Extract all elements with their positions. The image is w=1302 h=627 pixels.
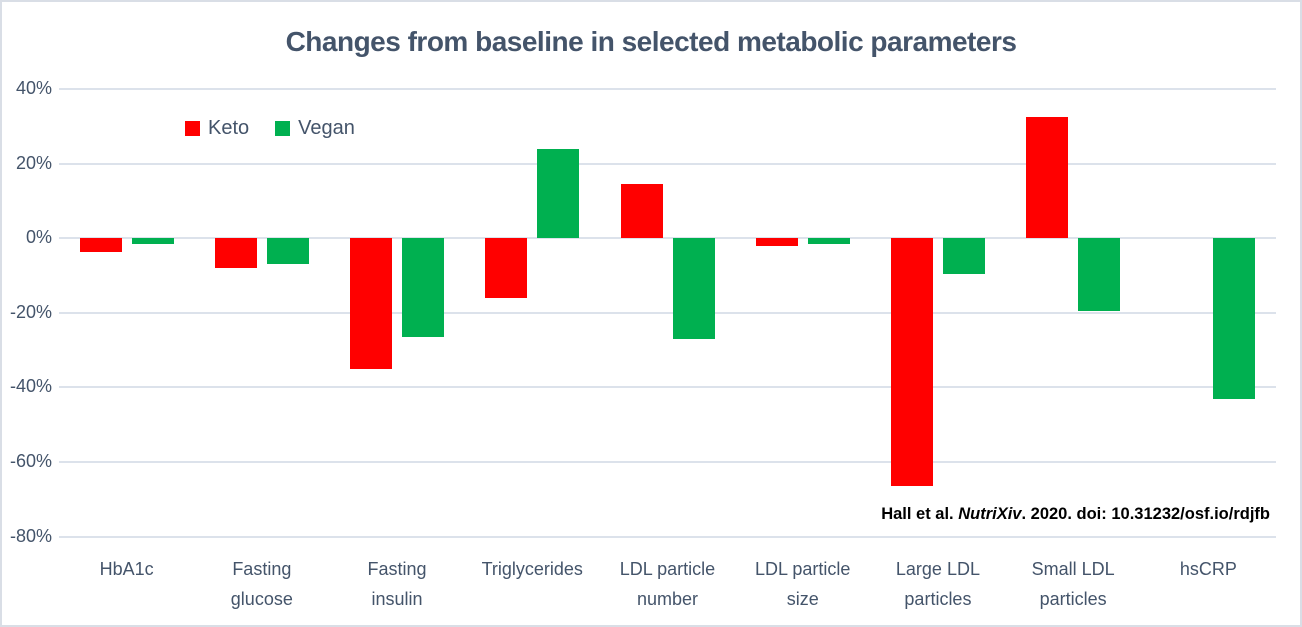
- citation-authors: Hall et al.: [881, 505, 959, 523]
- gridline--20%: [59, 311, 1276, 314]
- legend-item-vegan: Vegan: [275, 117, 355, 140]
- x-axis-category-label: Fasting glucose: [230, 559, 293, 609]
- bar-keto-0: [79, 238, 122, 253]
- bar-vegan-0: [131, 238, 174, 245]
- gridline-40%: [59, 88, 1276, 90]
- legend-label: Keto: [208, 117, 250, 139]
- bar-keto-6: [890, 238, 933, 487]
- bar-keto-4: [620, 184, 663, 239]
- gridline--80%: [59, 535, 1276, 538]
- legend: Keto Vegan: [185, 117, 355, 140]
- bar-keto-5: [755, 238, 798, 246]
- x-axis-category-label: Triglycerides: [481, 559, 583, 579]
- gridline-0%: [59, 237, 1276, 240]
- x-axis-category-label: LDL particle number: [619, 559, 716, 609]
- bar-vegan-8: [1213, 238, 1256, 399]
- bar-keto-3: [485, 238, 528, 298]
- gridline--40%: [59, 386, 1276, 389]
- x-axis-category-label: Large LDL particles: [895, 559, 980, 609]
- chart-title: Changes from baseline in selected metabo…: [285, 26, 1017, 57]
- legend-swatch-keto-icon: [185, 121, 200, 136]
- x-axis-category-label: Small LDL particles: [1031, 559, 1115, 609]
- x-axis-category-label: LDL particle size: [755, 559, 851, 609]
- citation-rest: . 2020. doi: 10.31232/osf.io/rdjfb: [1021, 505, 1270, 523]
- y-axis-tick-label: -20%: [9, 301, 52, 322]
- x-axis-category-label: HbA1c: [99, 559, 154, 579]
- citation-journal: NutriXiv: [958, 505, 1022, 523]
- y-axis-tick-label: 40%: [15, 78, 52, 98]
- x-axis-category-label: hsCRP: [1179, 559, 1237, 579]
- gridline-20%: [59, 162, 1276, 165]
- y-axis-tick-label: 0%: [25, 227, 52, 248]
- bar-vegan-3: [537, 148, 580, 239]
- y-axis-tick-label: -40%: [9, 376, 52, 397]
- bar-vegan-7: [1078, 238, 1121, 311]
- bar-vegan-4: [672, 238, 715, 339]
- gridline--60%: [59, 460, 1276, 463]
- legend-swatch-vegan-icon: [275, 121, 291, 136]
- bar-keto-7: [1026, 116, 1069, 239]
- y-axis-tick-label: 20%: [15, 152, 52, 173]
- bar-vegan-5: [807, 238, 850, 244]
- y-axis-tick-label: -60%: [9, 450, 52, 471]
- bar-vegan-2: [402, 238, 445, 337]
- y-axis-tick-label: -80%: [9, 525, 52, 546]
- x-axis-category-label: Fasting insulin: [367, 559, 427, 609]
- bar-keto-2: [350, 238, 393, 369]
- legend-label: Vegan: [298, 117, 355, 139]
- citation: Hall et al. NutriXiv. 2020. doi: 10.3123…: [881, 505, 1270, 524]
- bar-vegan-6: [942, 238, 985, 274]
- bar-vegan-1: [266, 238, 309, 265]
- bar-keto-1: [214, 238, 257, 268]
- legend-item-keto: Keto: [185, 117, 249, 140]
